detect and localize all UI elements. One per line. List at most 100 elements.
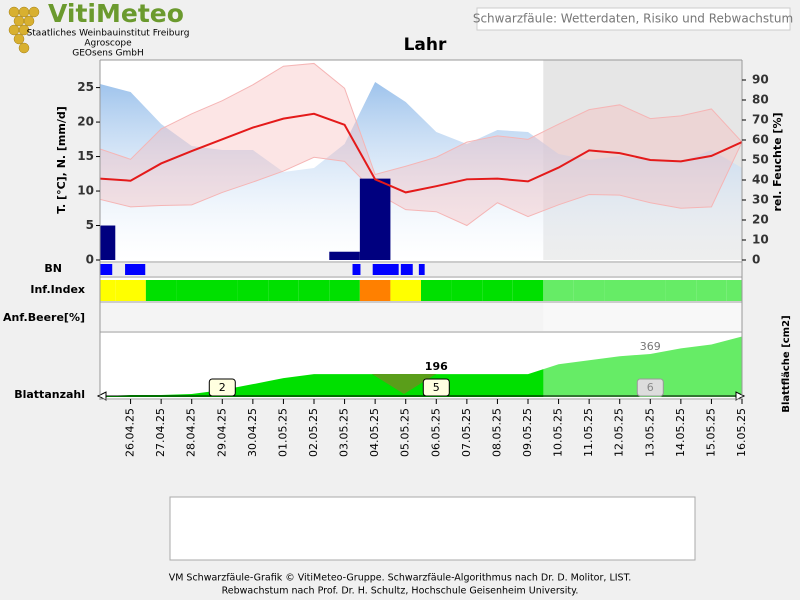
y-tick-label: 15 — [77, 149, 94, 163]
plot — [100, 60, 742, 399]
infection-index — [512, 280, 544, 301]
y3-axis-label: Blattfläche [cm2] — [781, 315, 792, 412]
y2-tick-label: 80 — [752, 93, 769, 107]
row-label: Inf.Index — [30, 283, 85, 296]
infection-index — [298, 280, 330, 301]
infection-index — [390, 280, 421, 301]
berry-row — [100, 303, 742, 331]
y-tick-label: 10 — [77, 184, 94, 198]
infection-index — [451, 280, 483, 301]
precipitation-bar — [100, 225, 116, 260]
arrow-left — [96, 391, 107, 401]
leaf-wetness — [352, 264, 361, 275]
y2-tick-label: 30 — [752, 193, 769, 207]
y2-tick-label: 50 — [752, 153, 769, 167]
x-tick-label: 04.05.25 — [368, 408, 381, 457]
x-tick-label: 12.05.25 — [613, 408, 626, 457]
x-tick-label: 15.05.25 — [704, 408, 717, 457]
y-tick-label: 20 — [77, 115, 94, 129]
x-tick-label: 01.05.25 — [276, 408, 289, 457]
temp-band — [100, 62, 742, 227]
subject: Schwarzfäule: Wetterdaten, Risiko und Re… — [473, 12, 793, 26]
infection-index — [268, 280, 299, 301]
x-tick-label: 26.04.25 — [124, 408, 137, 457]
leaf-area-label: 369 — [640, 340, 661, 353]
x-tick-label: 02.05.25 — [307, 408, 320, 457]
y2-tick-label: 10 — [752, 233, 769, 247]
row-label: BN — [44, 262, 62, 275]
infection-index — [543, 280, 574, 301]
infection-index — [237, 280, 269, 301]
leaf-area-triangle — [372, 374, 436, 394]
temperature-line — [100, 112, 742, 194]
y2-tick-label: 40 — [752, 173, 769, 187]
x-tick-label: 14.05.25 — [674, 408, 687, 457]
precipitation-bar — [329, 251, 360, 260]
org-line: Staatliches Weinbauinstitut Freiburg — [27, 29, 190, 39]
x-tick-label: 11.05.25 — [582, 408, 595, 457]
row-label: Anf.Beere[%] — [3, 311, 85, 324]
leaf-wetness — [100, 264, 113, 275]
y-tick-label: 5 — [86, 218, 94, 232]
y-tick-label: 25 — [77, 80, 94, 94]
infection-index — [176, 280, 207, 301]
humidity-area — [100, 82, 742, 260]
x-tick-label: 05.05.25 — [399, 408, 412, 457]
infection-index — [635, 280, 666, 301]
y2-tick-label: 60 — [752, 133, 769, 147]
infection-index — [329, 280, 360, 301]
y2-axis-label: rel. Feuchte [%] — [771, 113, 784, 212]
leaf-count-label: 2 — [219, 381, 226, 394]
leaf-wetness — [372, 264, 399, 275]
x-tick-label: 29.04.25 — [215, 408, 228, 457]
precipitation-bar — [359, 178, 391, 260]
x-tick-label: 08.05.25 — [490, 408, 503, 457]
infection-index — [696, 280, 727, 301]
leaf-count-label: 5 — [433, 381, 440, 394]
x-tick-label: 16.05.25 — [735, 408, 748, 457]
x-tick-label: 10.05.25 — [552, 408, 565, 457]
leaf-count-box — [636, 378, 664, 397]
y2-tick-label: 20 — [752, 213, 769, 227]
x-tick-label: 13.05.25 — [643, 408, 656, 457]
y2-tick-label: 90 — [752, 73, 769, 87]
leaf-wetness — [400, 264, 413, 275]
infection-index — [359, 280, 391, 301]
org-line: Agroscope — [84, 39, 132, 49]
x-tick-label: 30.04.25 — [246, 408, 259, 457]
x-tick-label: 27.04.25 — [154, 408, 167, 457]
leaf-wetness — [418, 264, 425, 275]
infection-index — [115, 280, 146, 301]
infection-index — [665, 280, 697, 301]
infection-index — [726, 280, 742, 301]
subject-box — [476, 7, 791, 31]
logo-grapes — [8, 6, 40, 54]
leaf-area-label: 196 — [425, 360, 448, 373]
x-tick-label: 07.05.25 — [460, 408, 473, 457]
x-tick-label: 03.05.25 — [338, 408, 351, 457]
org-line: GEOsens GmbH — [72, 49, 143, 59]
row-label: Blattanzahl — [14, 388, 85, 401]
leaf-area — [100, 336, 742, 397]
infection-index — [145, 280, 177, 301]
y-axis-label: T. [°C], N. [mm/d] — [55, 106, 68, 214]
infection-index — [421, 280, 452, 301]
leaf-wetness — [125, 264, 146, 275]
footer: VM Schwarzfäule-Grafik © VitiMeteo-Grupp… — [169, 573, 632, 584]
y2-tick-label: 0 — [752, 253, 760, 267]
leaf-count-box — [208, 378, 236, 397]
infection-index — [573, 280, 605, 301]
leaf-count-label: 6 — [647, 381, 654, 394]
x-tick-label: 06.05.25 — [429, 408, 442, 457]
legend-box — [169, 496, 696, 561]
logo: VitiMeteo — [48, 0, 184, 28]
y2-tick-label: 70 — [752, 113, 769, 127]
footer: Rebwachstum nach Prof. Dr. H. Schultz, H… — [222, 586, 579, 597]
infection-index — [604, 280, 635, 301]
leaf-count-box — [422, 378, 450, 397]
infection-index — [100, 280, 116, 301]
x-tick-label: 28.04.25 — [185, 408, 198, 457]
y-tick-label: 0 — [86, 253, 94, 267]
infection-index — [207, 280, 238, 301]
